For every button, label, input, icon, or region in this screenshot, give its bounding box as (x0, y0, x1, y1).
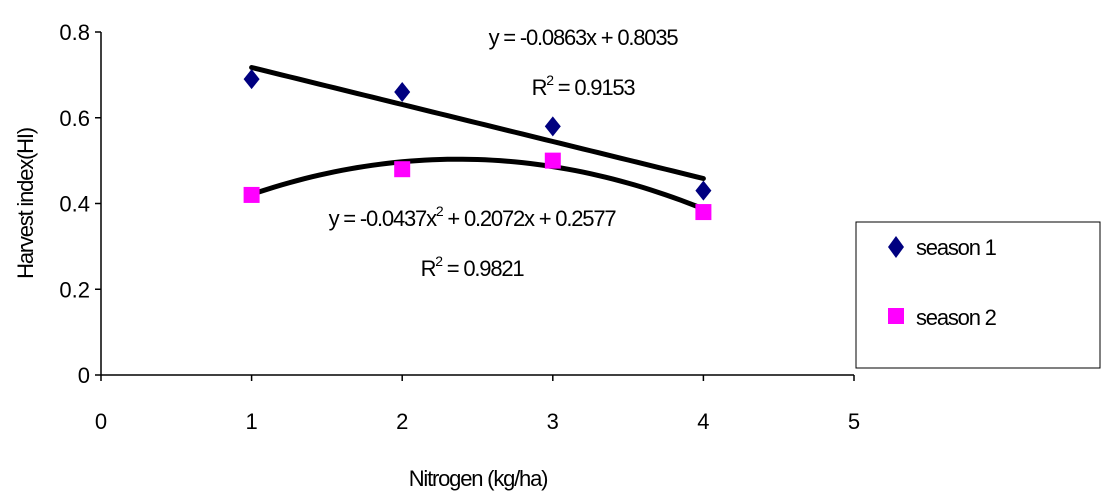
point-season1 (243, 69, 260, 90)
point-season1 (695, 180, 712, 201)
axes (100, 32, 854, 376)
season1-r2: R2 = 0.9153 (532, 72, 636, 100)
point-season2 (695, 204, 712, 221)
x-tick-label: 1 (245, 409, 257, 434)
y-tick-label: 0.4 (59, 192, 90, 217)
legend-label-season1: season 1 (916, 235, 997, 260)
season2-equation-sup: 2 (436, 203, 444, 219)
season1-equation-text: y = -0.0863x + 0.8035 (489, 25, 679, 50)
y-tick-label: 0 (78, 363, 90, 388)
point-season1 (544, 116, 561, 137)
season1-equation: y = -0.0863x + 0.8035 (489, 25, 679, 50)
trendlines (249, 65, 706, 212)
point-season2 (544, 152, 561, 169)
y-ticks: 0 0.2 0.4 0.6 0.8 (59, 20, 101, 388)
x-tick-label: 3 (547, 409, 559, 434)
y-tick-label: 0.6 (59, 106, 90, 131)
point-season1 (394, 82, 411, 103)
season2-r2: R2 = 0.9821 (421, 253, 525, 281)
season2-r2-value: = 0.9821 (442, 256, 525, 281)
season2-r2-label: R (421, 256, 436, 281)
y-tick-label: 0.2 (59, 277, 90, 302)
data-points (243, 69, 712, 221)
season1-r2-sup: 2 (546, 72, 554, 88)
x-axis-title: Nitrogen (kg/ha) (409, 466, 548, 491)
legend-label-season2: season 2 (916, 305, 997, 330)
season1-r2-label: R (532, 75, 547, 100)
season2-equation-a: y = -0.0437x (329, 206, 437, 231)
point-season2 (394, 161, 411, 178)
x-tick-label: 0 (95, 409, 107, 434)
x-tick-label: 2 (396, 409, 408, 434)
y-axis-title: Harvest index(HI) (13, 128, 38, 279)
legend-marker-season2 (888, 308, 904, 324)
trendline-season1 (249, 65, 706, 181)
season2-equation: y = -0.0437x2 + 0.2072x + 0.2577 (329, 203, 617, 231)
season2-r2-sup: 2 (435, 253, 443, 269)
x-tick-label: 4 (697, 409, 709, 434)
legend-marker-season1 (888, 236, 904, 258)
x-ticks: 0 1 2 3 4 5 (95, 375, 860, 434)
season2-equation-b: + 0.2072x + 0.2577 (442, 206, 616, 231)
y-tick-label: 0.8 (59, 20, 90, 45)
legend: season 1 season 2 (855, 221, 1101, 369)
trendline-season2 (249, 156, 706, 212)
point-season2 (243, 186, 260, 203)
season1-r2-value: = 0.9153 (553, 75, 636, 100)
x-tick-label: 5 (848, 409, 860, 434)
